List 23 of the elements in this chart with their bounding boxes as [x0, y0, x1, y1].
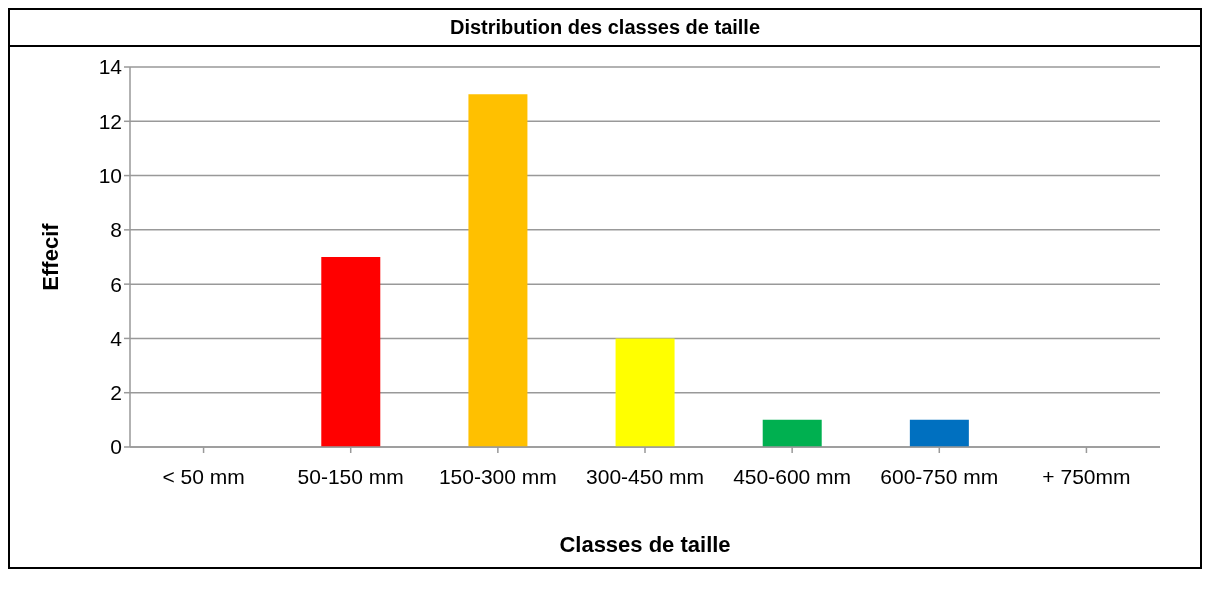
y-tick-label: 14	[98, 55, 123, 79]
x-tick-label: < 50 mm	[162, 464, 245, 488]
bar	[468, 94, 528, 447]
x-tick-label: 450-600 mm	[733, 464, 852, 488]
y-tick-label: 2	[110, 381, 122, 405]
bar	[321, 257, 381, 447]
x-tick-label: + 750mm	[1042, 464, 1131, 488]
bar	[615, 338, 675, 447]
y-tick-label: 10	[98, 164, 122, 188]
x-tick-label: 150-300 mm	[438, 464, 557, 488]
y-axis-title: Effecif	[37, 222, 63, 291]
x-axis-title: Classes de taille	[559, 532, 731, 557]
y-tick-label: 12	[98, 109, 122, 133]
y-tick-label: 0	[110, 435, 122, 459]
y-tick-label: 6	[110, 272, 122, 296]
chart-title: Distribution des classes de taille	[10, 10, 1200, 47]
y-tick-label: 4	[110, 326, 123, 350]
x-tick-label: 600-750 mm	[880, 464, 999, 488]
y-tick-label: 8	[110, 218, 122, 242]
bar	[909, 419, 969, 447]
x-tick-label: 50-150 mm	[297, 464, 404, 488]
bar	[762, 419, 822, 447]
x-tick-label: 300-450 mm	[586, 464, 704, 488]
